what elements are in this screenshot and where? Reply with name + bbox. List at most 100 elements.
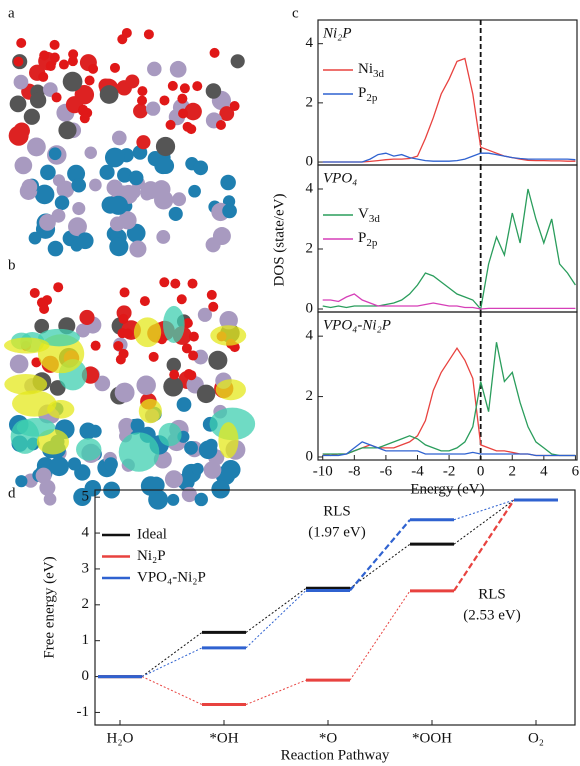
- atom: [169, 370, 179, 380]
- atom: [189, 332, 199, 342]
- atom: [220, 175, 236, 191]
- panel-label: b: [8, 257, 16, 273]
- panel-title: Ni₂P: [322, 25, 352, 41]
- x-tick-label: *OH: [209, 730, 238, 746]
- atom: [52, 92, 62, 102]
- atom: [49, 457, 69, 477]
- figure: a b c d 024Ni3dP2pNi₂P024V3dP2pVPO₄DOS (…: [0, 0, 580, 766]
- atom: [13, 57, 23, 67]
- atom: [122, 28, 132, 38]
- atom: [133, 104, 148, 119]
- atom: [156, 137, 175, 156]
- atom: [30, 92, 46, 108]
- atom: [38, 72, 48, 82]
- legend-name: P: [358, 230, 366, 246]
- atom: [230, 101, 240, 111]
- annotation: (2.53 eV): [463, 607, 520, 623]
- atom: [104, 457, 118, 471]
- atom: [137, 96, 147, 106]
- x-tick-label: O₂: [528, 730, 544, 746]
- atom: [55, 196, 70, 211]
- atom: [178, 109, 188, 119]
- atom: [188, 351, 198, 361]
- atom: [193, 160, 208, 175]
- atom: [180, 83, 190, 93]
- isosurface: [134, 317, 161, 347]
- atom: [125, 74, 139, 88]
- plot-frame: [318, 165, 577, 312]
- x-tick-label: 6: [572, 463, 580, 479]
- y-tick-label: 2: [82, 596, 90, 612]
- atom: [170, 279, 180, 289]
- atom: [39, 304, 49, 314]
- page: {"panel_labels": ["a", "b", "c", "d"], "…: [0, 0, 580, 766]
- atom: [85, 76, 95, 86]
- atom: [120, 287, 130, 297]
- atom: [58, 121, 76, 139]
- legend-label: V3d: [358, 206, 380, 224]
- atom: [131, 418, 145, 432]
- panel-label: a: [8, 5, 15, 21]
- legend-label: P2p: [358, 85, 378, 103]
- legend-sub: 3d: [369, 213, 381, 225]
- legend-name: P: [358, 85, 366, 101]
- isosurface: [210, 325, 246, 345]
- y-axis-label: Free energy (eV): [41, 556, 57, 658]
- panel-title: VPO₄-Ni₂P: [323, 317, 391, 333]
- atom: [118, 314, 128, 324]
- y-tick-label: -1: [77, 704, 90, 720]
- atom: [141, 188, 154, 201]
- atom: [100, 165, 115, 180]
- atom: [210, 48, 220, 58]
- x-tick-label: 4: [540, 463, 548, 479]
- y-tick-label: 0: [306, 153, 314, 169]
- annotation: RLS: [478, 586, 506, 602]
- isosurface: [158, 423, 181, 446]
- atom: [68, 49, 78, 59]
- atom: [46, 61, 56, 71]
- atom: [147, 62, 162, 77]
- annotation: (1.97 eV): [308, 524, 365, 540]
- y-tick-label: 3: [82, 560, 90, 576]
- legend-label: P2p: [358, 230, 378, 248]
- atom: [36, 468, 52, 484]
- atom: [167, 494, 179, 506]
- connector: [142, 632, 202, 676]
- atom: [84, 147, 96, 159]
- atom: [206, 237, 221, 252]
- atom: [27, 138, 46, 157]
- atom: [15, 475, 27, 487]
- isosurface: [139, 399, 162, 423]
- plot-frame: [318, 312, 577, 460]
- legend-name: Ni: [358, 61, 373, 77]
- atom: [123, 329, 133, 339]
- atom: [48, 241, 64, 257]
- structure-images: [4, 28, 255, 510]
- legend-label: Ni3d: [358, 61, 385, 79]
- x-tick-label: *OOH: [412, 730, 452, 746]
- atom: [53, 282, 63, 292]
- y-tick-label: 0: [306, 300, 314, 316]
- atom: [165, 470, 183, 488]
- atom: [50, 40, 60, 50]
- plot-frame: [318, 20, 577, 165]
- atom: [208, 302, 218, 312]
- isosurface: [218, 422, 238, 458]
- y-tick-label: 4: [306, 328, 314, 344]
- isosurface: [12, 390, 56, 416]
- atom: [24, 109, 40, 125]
- annotation: RLS: [323, 503, 351, 519]
- atom: [140, 296, 150, 306]
- atom: [211, 480, 230, 499]
- atom: [159, 277, 169, 287]
- atom: [192, 81, 202, 91]
- atom: [159, 95, 169, 105]
- connector: [350, 591, 410, 680]
- atom: [144, 29, 154, 39]
- atom: [16, 38, 26, 48]
- x-tick-label: 2: [509, 463, 517, 479]
- atom: [78, 106, 88, 116]
- atom: [100, 85, 119, 104]
- y-tick-label: 2: [306, 388, 314, 404]
- legend-label: VPO₄-Ni₂P: [137, 569, 206, 585]
